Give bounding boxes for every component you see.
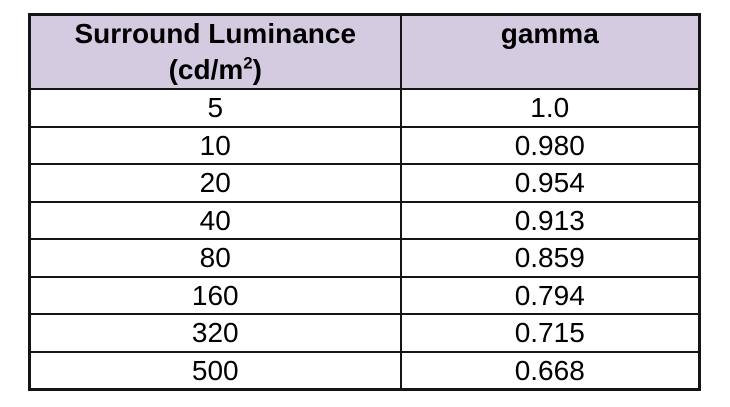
luminance-cell: 40: [28, 200, 402, 240]
unit-superscript-2: 2: [243, 53, 253, 73]
luminance-cell: 80: [28, 238, 402, 278]
unit-text-post: ): [252, 54, 262, 85]
table-row: 500 0.668: [28, 350, 701, 391]
gamma-cell: 0.859: [399, 238, 701, 278]
table-row: 160 0.794: [28, 275, 701, 315]
luminance-cell: 20: [28, 163, 402, 203]
header-surround-luminance-unit: (cd/m2): [31, 52, 400, 88]
header-row: Surround Luminance (cd/m2) gamma: [28, 13, 701, 90]
luminance-gamma-table: Surround Luminance (cd/m2) gamma 5 1.0 1…: [28, 13, 701, 391]
table-row: 320 0.715: [28, 313, 701, 353]
gamma-cell: 0.668: [399, 350, 701, 391]
luminance-cell: 5: [28, 88, 402, 128]
header-cell-surround-luminance: Surround Luminance (cd/m2): [28, 13, 402, 90]
luminance-cell: 10: [28, 125, 402, 165]
table-row: 40 0.913: [28, 200, 701, 240]
gamma-cell: 0.715: [399, 313, 701, 353]
gamma-cell: 0.913: [399, 200, 701, 240]
luminance-cell: 320: [28, 313, 402, 353]
table-row: 5 1.0: [28, 88, 701, 128]
luminance-cell: 160: [28, 275, 402, 315]
gamma-cell: 0.954: [399, 163, 701, 203]
gamma-cell: 0.980: [399, 125, 701, 165]
header-cell-gamma: gamma: [399, 13, 701, 90]
table-row: 20 0.954: [28, 163, 701, 203]
gamma-cell: 1.0: [399, 88, 701, 128]
gamma-cell: 0.794: [399, 275, 701, 315]
table-row: 10 0.980: [28, 125, 701, 165]
table-row: 80 0.859: [28, 238, 701, 278]
header-surround-luminance-label: Surround Luminance: [74, 18, 357, 49]
unit-text-pre: (cd/m: [168, 54, 244, 85]
luminance-cell: 500: [28, 350, 402, 391]
